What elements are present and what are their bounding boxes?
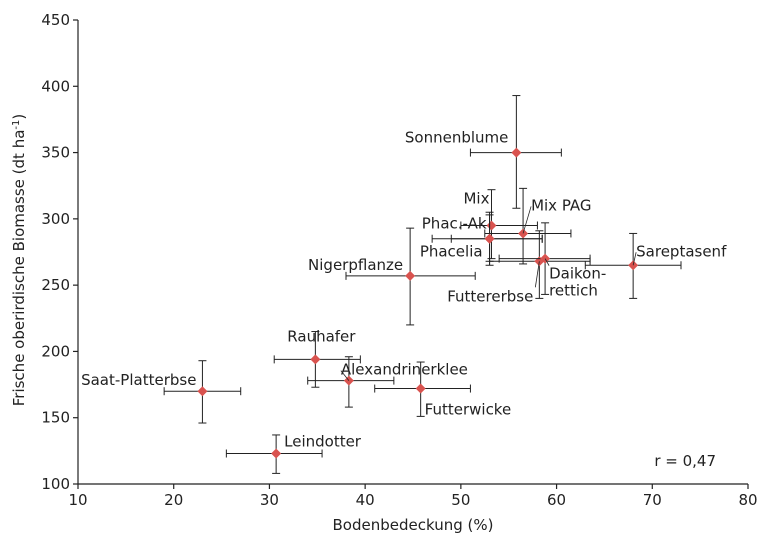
- x-tick-label: 60: [547, 491, 566, 509]
- point-label: Nigerpflanze: [308, 256, 403, 274]
- data-point: Futterwicke: [374, 361, 512, 419]
- y-tick-label: 100: [41, 475, 70, 493]
- point-label: Sonnenblume: [405, 129, 508, 147]
- point-label: Rauhafer: [287, 327, 356, 345]
- data-point: Mix PAG: [484, 187, 592, 265]
- data-marks: Sonnenblume Mix Mix PAG Phac.-Ak Phacelia Fut…: [81, 95, 727, 474]
- point-label: Futterwicke: [425, 401, 512, 419]
- point-label-line: Rauhafer: [287, 327, 356, 345]
- label-leader-line: [632, 252, 637, 266]
- y-tick-label: 250: [41, 276, 70, 294]
- point-label: Saat-Platterbse: [81, 371, 196, 389]
- x-axis-label: Bodenbedeckung (%): [333, 516, 494, 534]
- point-label: Futtererbse: [447, 287, 533, 305]
- point-label: Leindotter: [284, 433, 362, 451]
- point-label: Daikon-rettich: [549, 265, 606, 300]
- x-tick-label: 50: [451, 491, 470, 509]
- point-label-line: Phacelia: [420, 243, 483, 261]
- x-tick-label: 70: [643, 491, 662, 509]
- y-axis-label-sup: -1: [11, 120, 22, 130]
- label-leader-line: [544, 258, 550, 266]
- x-tick-label: 40: [356, 491, 375, 509]
- label-leader-line: [522, 206, 532, 234]
- point-label: Alexandrinerklee: [341, 361, 468, 379]
- data-point: Rauhafer: [273, 327, 361, 388]
- axes: 10 20 30 40 50 60 70 80 100 150 200 250 300 350 400 450: [41, 11, 757, 509]
- point-label-line: Nigerpflanze: [308, 256, 403, 274]
- diamond-marker: [405, 270, 416, 281]
- y-tick-label: 400: [41, 77, 70, 95]
- point-label-line: Mix PAG: [531, 196, 591, 214]
- point-label-line: Phac.-Ak: [422, 215, 487, 233]
- point-label-line: Daikon-: [549, 265, 606, 283]
- label-leader-line: [534, 261, 540, 288]
- point-label-line: Alexandrinerklee: [341, 361, 468, 379]
- point-label: Sareptasenf: [636, 242, 727, 260]
- point-label-line: rettich: [549, 282, 598, 300]
- correlation-annotation: r = 0,47: [654, 452, 716, 470]
- point-label-line: Futterwicke: [425, 401, 512, 419]
- data-point: Saat-Platterbse: [81, 360, 242, 424]
- x-tick-label: 10: [68, 491, 87, 509]
- point-label: Mix: [463, 189, 489, 207]
- point-label-line: Futtererbse: [447, 287, 533, 305]
- point-label-line: Sareptasenf: [636, 242, 727, 260]
- data-point: Nigerpflanze: [308, 227, 476, 326]
- point-label-line: Mix: [463, 189, 489, 207]
- label-leader-line: [340, 370, 350, 381]
- x-tick-label: 80: [738, 491, 757, 509]
- x-tick-label: 20: [164, 491, 183, 509]
- point-label: Mix PAG: [531, 196, 591, 214]
- point-label-line: Leindotter: [284, 433, 362, 451]
- x-tick-label: 30: [260, 491, 279, 509]
- y-tick-label: 300: [41, 210, 70, 228]
- point-label: Phac.-Ak: [422, 215, 487, 233]
- point-label-line: Sonnenblume: [405, 129, 508, 147]
- y-tick-label: 350: [41, 144, 70, 162]
- point-label-line: Saat-Platterbse: [81, 371, 196, 389]
- diamond-marker: [484, 233, 495, 244]
- data-point: Alexandrinerklee: [307, 356, 468, 408]
- data-point: Mix: [460, 189, 538, 260]
- data-point: Sareptasenf: [584, 232, 727, 299]
- y-tick-label: 450: [41, 11, 70, 29]
- diamond-marker: [197, 386, 208, 397]
- diamond-marker: [310, 354, 321, 365]
- data-point: Daikon-rettich: [498, 222, 606, 300]
- point-label: Phacelia: [420, 243, 483, 261]
- y-tick-label: 200: [41, 342, 70, 360]
- y-axis-label: Frische oberirdische Biomasse (dt ha-1): [10, 114, 28, 407]
- diamond-marker: [511, 147, 522, 158]
- diamond-marker: [415, 383, 426, 394]
- y-axis-label-close: ): [10, 114, 28, 120]
- data-point: Leindotter: [225, 433, 362, 474]
- diamond-marker: [486, 220, 497, 231]
- diamond-marker: [271, 448, 282, 459]
- y-tick-label: 150: [41, 409, 70, 427]
- data-point: Sonnenblume: [405, 95, 562, 209]
- y-axis-label-main: Frische oberirdische Biomasse (dt ha: [10, 130, 28, 407]
